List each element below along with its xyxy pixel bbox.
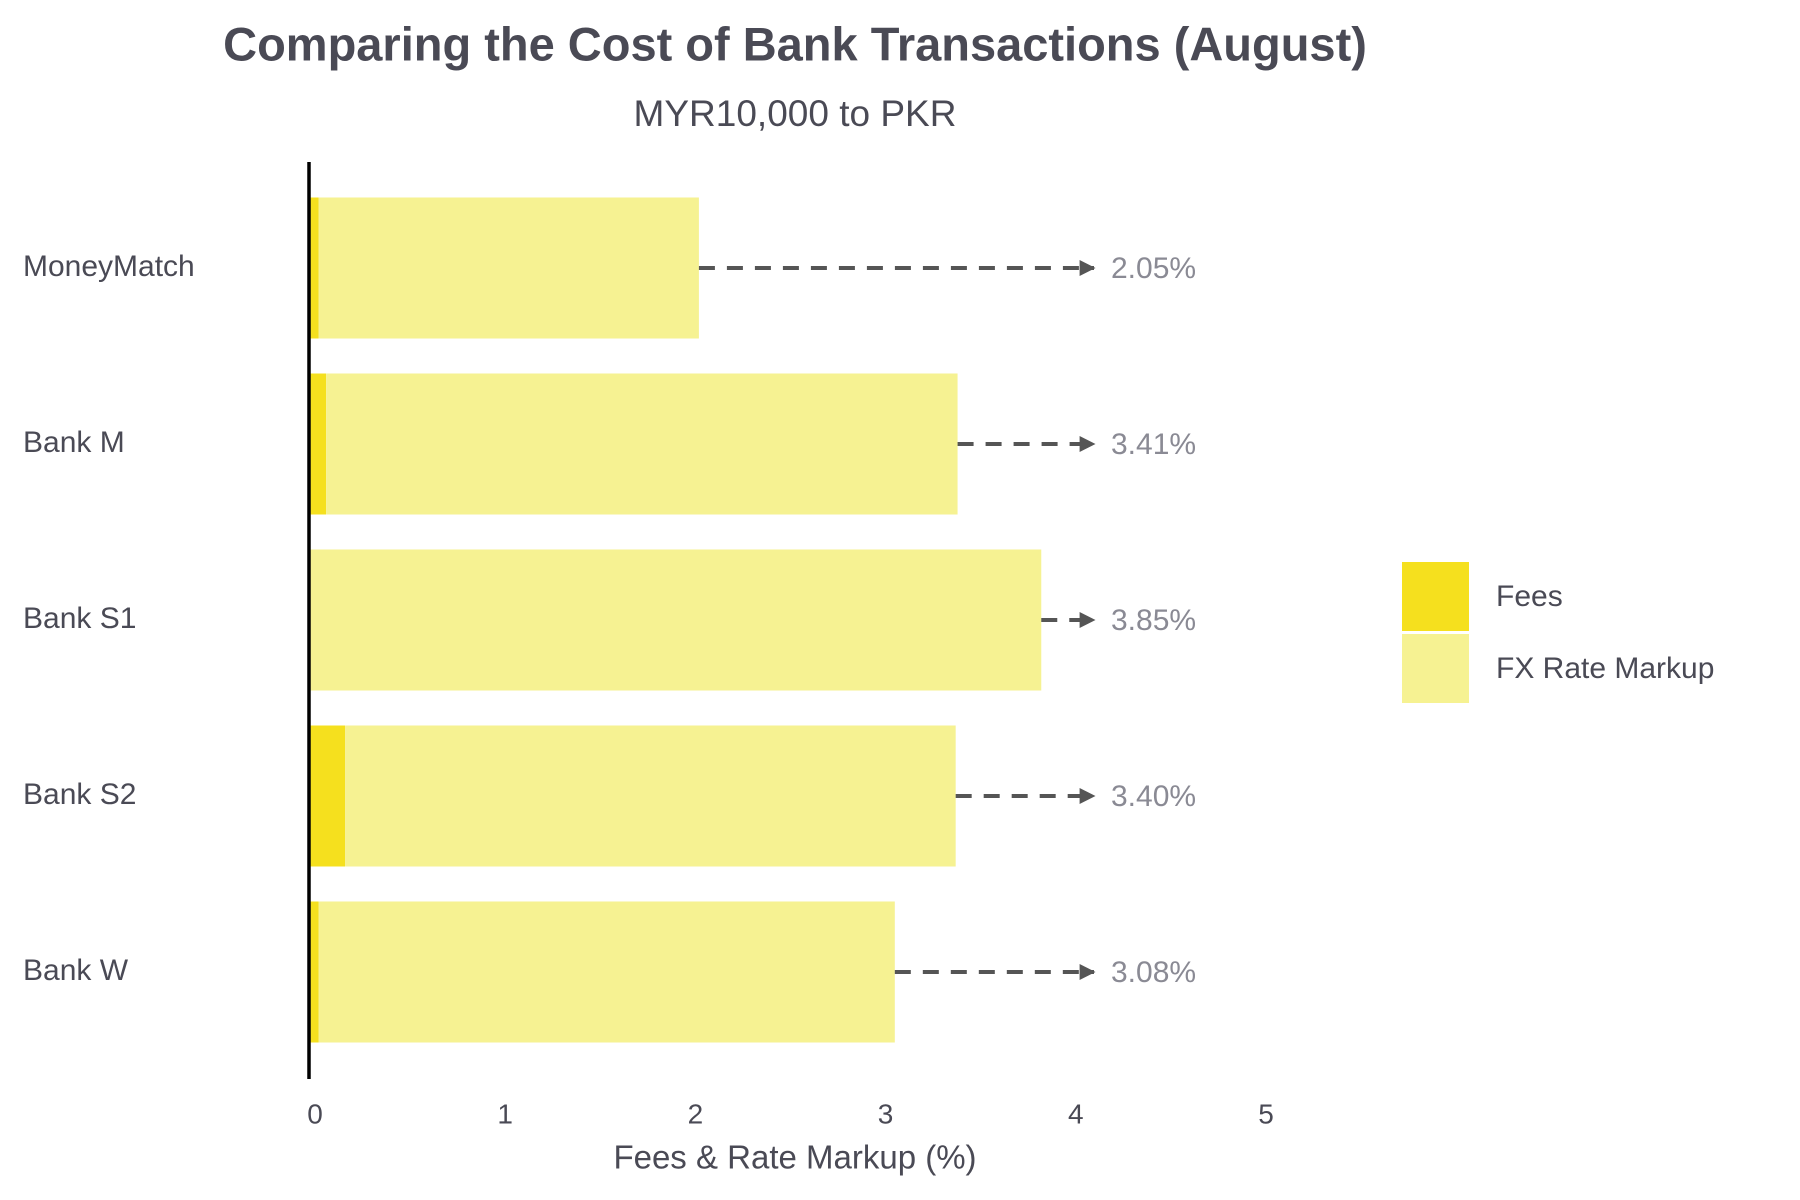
chart-title: Comparing the Cost of Bank Transactions … [223,17,1367,70]
x-tick-label: 1 [497,1098,513,1129]
y-tick-label: Bank W [23,954,129,987]
bar-segment [309,549,1042,691]
value-label: 3.40% [1111,780,1196,813]
x-tick-label: 3 [878,1098,894,1129]
bar-segment [345,725,956,867]
bar-segment [309,725,346,867]
legend-swatch [1402,562,1469,631]
y-tick-label: MoneyMatch [23,250,195,283]
x-tick-label: 4 [1068,1098,1084,1129]
bar-segment [309,901,319,1043]
y-tick-label: Bank S2 [23,778,136,811]
value-label: 2.05% [1111,252,1196,285]
x-tick-label: 5 [1258,1098,1274,1129]
y-tick-label: Bank M [23,426,125,459]
bar-segment [326,373,958,515]
y-tick-label: Bank S1 [23,602,136,635]
bar-segment [318,901,895,1043]
bar-segment [318,197,699,339]
bar-segment [309,373,327,515]
x-axis-label: Fees & Rate Markup (%) [613,1139,976,1176]
value-label: 3.41% [1111,428,1196,461]
x-tick-label: 2 [688,1098,704,1129]
legend-label: Fees [1496,580,1563,613]
value-label: 3.85% [1111,604,1196,637]
bar-segment [309,197,319,339]
value-label: 3.08% [1111,956,1196,989]
legend-label: FX Rate Markup [1496,652,1714,685]
chart-subtitle: MYR10,000 to PKR [634,93,957,134]
legend-swatch [1402,634,1469,703]
x-tick-label: 0 [307,1098,323,1129]
